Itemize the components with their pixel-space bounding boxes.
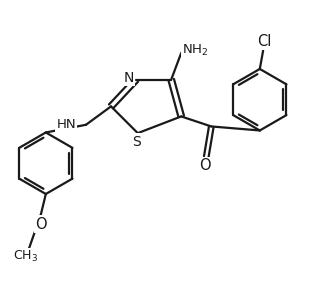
- Text: HN: HN: [56, 118, 76, 131]
- Text: NH$_2$: NH$_2$: [182, 43, 209, 58]
- Text: O: O: [199, 158, 211, 173]
- Text: N: N: [123, 71, 134, 85]
- Text: O: O: [35, 216, 47, 231]
- Text: CH$_3$: CH$_3$: [13, 249, 38, 264]
- Text: Cl: Cl: [257, 34, 271, 49]
- Text: S: S: [132, 134, 140, 149]
